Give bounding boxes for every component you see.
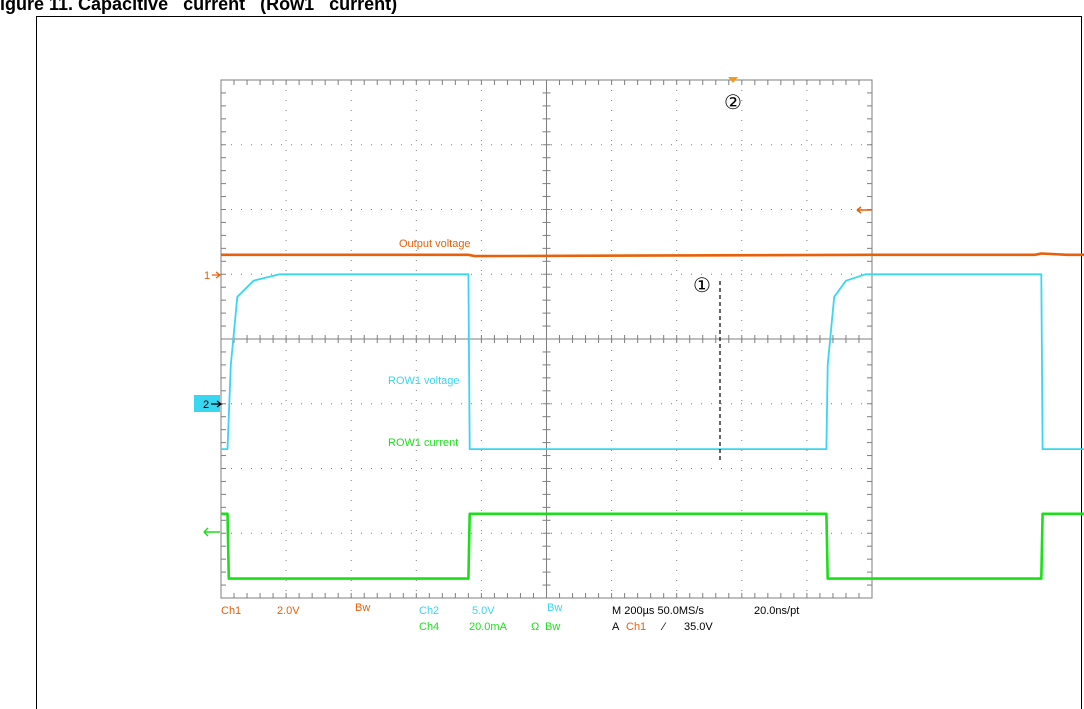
readout-trigger-prefix: A — [612, 621, 620, 633]
readout-ch2-scale: 5.0V — [472, 605, 495, 617]
trace-label-row1-current: ROW1 current — [388, 437, 458, 449]
figure-heading: igure 11. Capacitive current (Row1 curre… — [0, 0, 398, 14]
trace-label-output-voltage: Output voltage — [399, 238, 471, 250]
readout-ch2-bw: Bw — [547, 602, 562, 614]
readout-ch2-name: Ch2 — [419, 605, 439, 617]
trigger-level-marker — [856, 206, 872, 214]
readout-ch4-ohm: Ω — [531, 621, 539, 633]
readout-ch4-name: Ch4 — [419, 621, 439, 633]
annotations: Output voltage ROW1 voltage ROW1 current… — [194, 77, 872, 633]
marker-2: ② — [724, 90, 742, 114]
trigger-position-marker — [728, 77, 738, 83]
readout-trigger-slope: ∕ — [660, 621, 667, 633]
readout-timebase: M 200µs 50.0MS/s — [612, 605, 704, 617]
readout-trigger-level: 35.0V — [684, 621, 713, 633]
readout-record-length: 20.0ns/pt — [754, 605, 799, 617]
marker-1: ① — [693, 273, 711, 297]
readout-ch4-bw: Bw — [545, 621, 560, 633]
ch4-ref-arrow — [203, 527, 220, 537]
ch2-ref-label: 2 — [203, 399, 209, 411]
trace-row1-voltage — [221, 273, 1084, 450]
trace-output-voltage — [221, 252, 1084, 258]
readout-ch1-name: Ch1 — [221, 605, 241, 617]
graticule — [220, 79, 873, 599]
trace-label-row1-voltage: ROW1 voltage — [388, 375, 460, 387]
readout-ch1-scale: 2.0V — [277, 605, 300, 617]
traces — [221, 252, 1084, 580]
readout-ch4-scale: 20.0mA — [469, 621, 508, 633]
trace-row1-current — [221, 512, 1084, 580]
ch2-ref-arrow — [211, 400, 223, 408]
readout-trigger-channel: Ch1 — [626, 621, 646, 633]
figure-frame — [36, 16, 1082, 709]
readout-ch1-bw: Bw — [355, 602, 370, 614]
ch1-ref-arrow — [212, 271, 222, 279]
ch2-ref-marker-bg — [194, 395, 220, 412]
ch1-ref-label: 1 — [204, 270, 210, 282]
